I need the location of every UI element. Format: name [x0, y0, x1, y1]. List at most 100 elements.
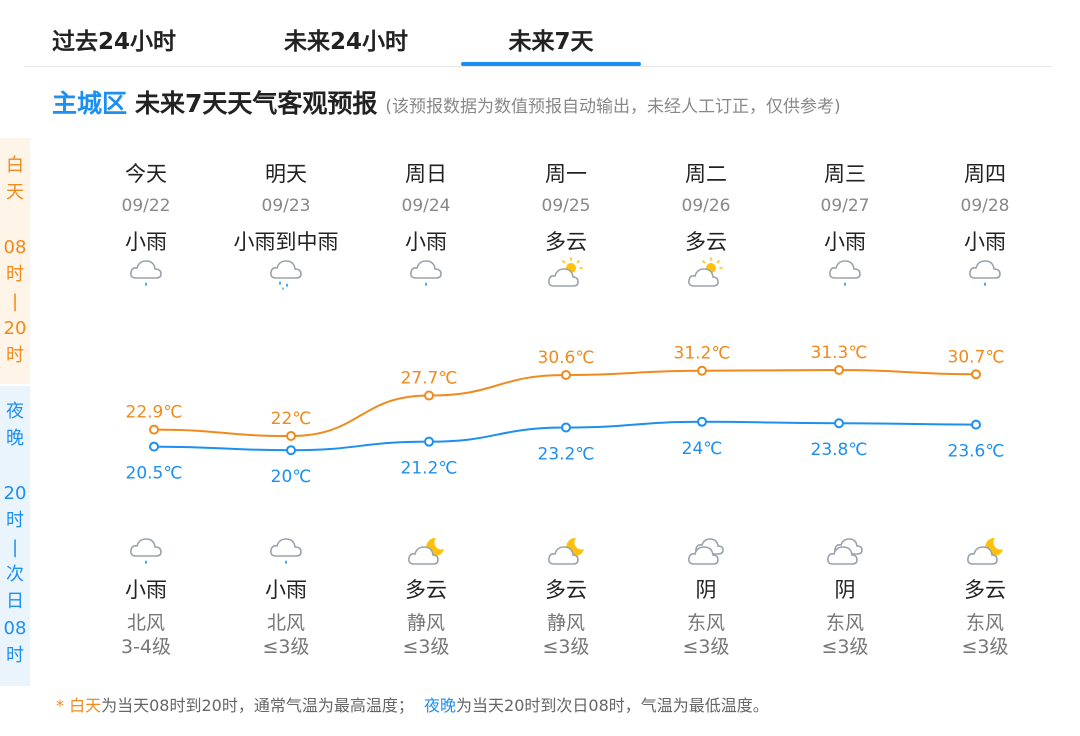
day-name: 周四 [964, 162, 1006, 186]
forecast-title: 未来7天天气客观预报 [135, 89, 378, 118]
high-temp-point [561, 369, 571, 380]
forecast-day-column: 明天 09/23 小雨到中雨 小雨 北风 ≤3级 [216, 0, 356, 736]
moon-cloud-icon [408, 537, 444, 565]
day-weather: 多云 [545, 230, 587, 254]
low-temp-point [149, 441, 159, 452]
sun-cloud-icon [548, 257, 583, 287]
low-temp-point [834, 418, 844, 429]
high-temp-point [971, 369, 981, 380]
wind-info: 东风 ≤3级 [636, 611, 776, 659]
active-tab-indicator [461, 62, 641, 66]
high-temp-label: 31.2℃ [674, 344, 731, 364]
day-name: 周二 [685, 162, 727, 186]
night-weather-icon-wrap [546, 534, 586, 568]
cloud-light-rain-icon [130, 538, 162, 564]
night-weather: 小雨 [265, 578, 307, 602]
day-name: 明天 [265, 162, 307, 186]
cloud-moderate-rain-icon [270, 260, 302, 290]
day-date: 09/24 [401, 196, 451, 216]
high-temp-label: 22℃ [271, 409, 312, 429]
forecast-day-column: 周日 09/24 小雨 多云 静风 ≤3级 [356, 0, 496, 736]
wind-direction: 北风 [266, 612, 305, 634]
day-weather: 小雨 [824, 230, 866, 254]
night-side-label: 夜 晚 20 时 | 次 日 08 时 [0, 386, 30, 686]
low-temp-label: 24℃ [682, 439, 723, 459]
night-hours: 20 时 | 次 日 08 时 [3, 483, 27, 666]
forecast-day-column: 周二 09/26 多云阴东风 ≤3级 [636, 0, 776, 736]
wind-direction: 东风 [686, 612, 725, 634]
wind-level: ≤3级 [262, 636, 310, 658]
wind-level: 3-4级 [120, 636, 172, 658]
night-weather-icon-wrap [126, 534, 166, 568]
night-weather: 多云 [545, 578, 587, 602]
day-date: 09/26 [681, 196, 731, 216]
wind-info: 北风 ≤3级 [216, 611, 356, 659]
day-weather-icon-wrap [686, 256, 726, 290]
low-temp-label: 23.8℃ [811, 440, 868, 460]
overcast-cloud-icon [827, 538, 863, 565]
day-weather-icon-wrap [546, 256, 586, 290]
footer-star: * [56, 696, 70, 715]
moon-cloud-icon [967, 537, 1003, 565]
forecast-day-column: 周四 09/28 小雨 多云 东风 ≤3级 [915, 0, 1055, 736]
wind-info: 静风 ≤3级 [356, 611, 496, 659]
low-temp-label: 20℃ [271, 467, 312, 487]
forecast-disclaimer: (该预报数据为数值预报自动输出，未经人工订正，仅供参考) [385, 97, 841, 117]
footer-day-term: 白天 [69, 696, 102, 715]
day-date: 09/28 [960, 196, 1010, 216]
high-temp-point [149, 424, 159, 435]
day-name: 周一 [545, 162, 587, 186]
wind-info: 静风 ≤3级 [496, 611, 636, 659]
high-temp-point [697, 365, 707, 376]
wind-direction: 静风 [546, 612, 585, 634]
forecast-day-column: 周一 09/25 多云 多云 静风 ≤3级 [496, 0, 636, 736]
high-temp-point [834, 365, 844, 375]
day-weather-icon-wrap [965, 256, 1005, 290]
wind-level: ≤3级 [402, 636, 450, 658]
high-temp-label: 27.7℃ [401, 369, 458, 389]
day-date: 09/22 [121, 196, 171, 216]
low-temp-label: 23.2℃ [538, 444, 595, 464]
cloud-light-rain-icon [130, 260, 162, 286]
night-weather-icon-wrap [266, 534, 306, 568]
wind-direction: 静风 [406, 612, 445, 634]
day-weather: 小雨 [125, 230, 167, 254]
page-title: 主城区 未来7天天气客观预报 (该预报数据为数值预报自动输出，未经人工订正，仅供参考… [52, 84, 841, 118]
wind-direction: 东风 [825, 612, 864, 634]
day-date: 09/23 [261, 196, 311, 216]
footer-night-text: 为当天20时到次日08时，气温为最低温度。 [456, 696, 769, 715]
day-weather: 小雨 [405, 230, 447, 254]
high-temp-label: 30.6℃ [538, 348, 595, 368]
high-temp-point [424, 390, 434, 401]
wind-info: 北风 3-4级 [76, 611, 216, 659]
cloud-light-rain-icon [270, 538, 302, 564]
night-weather: 多云 [405, 578, 447, 602]
footer-day-text: 为当天08时到20时，通常气温为最高温度； [101, 696, 414, 715]
forecast-tabs: 过去24小时 未来24小时 未来7天 [24, 0, 1052, 67]
low-temp-point [697, 416, 707, 427]
wind-level: ≤3级 [821, 636, 869, 658]
night-weather: 阴 [834, 578, 856, 602]
wind-info: 东风 ≤3级 [915, 611, 1055, 659]
low-temp-label: 23.6℃ [948, 442, 1005, 462]
tab-next-7d[interactable]: 未来7天 [508, 29, 594, 55]
moon-cloud-icon [548, 537, 584, 565]
night-weather: 小雨 [125, 578, 167, 602]
night-weather: 阴 [695, 578, 717, 602]
tab-next-24h[interactable]: 未来24小时 [283, 29, 408, 55]
low-temp-label: 21.2℃ [401, 459, 458, 479]
day-name: 周三 [824, 162, 866, 186]
wind-level: ≤3级 [961, 636, 1009, 658]
cloud-light-rain-icon [829, 260, 861, 286]
day-weather: 小雨 [964, 230, 1006, 254]
night-label: 夜 晚 [6, 401, 24, 449]
daytime-label: 白 天 [6, 155, 24, 203]
low-temp-point [286, 445, 296, 456]
forecast-day-column: 今天 09/22 小雨 小雨 北风 3-4级 [76, 0, 216, 736]
daytime-hours: 08 时 | 20 时 [3, 237, 27, 366]
night-weather-icon-wrap [965, 534, 1005, 568]
high-temp-label: 30.7℃ [948, 347, 1005, 367]
day-weather-icon-wrap [126, 256, 166, 290]
tab-past-24h[interactable]: 过去24小时 [52, 29, 177, 55]
